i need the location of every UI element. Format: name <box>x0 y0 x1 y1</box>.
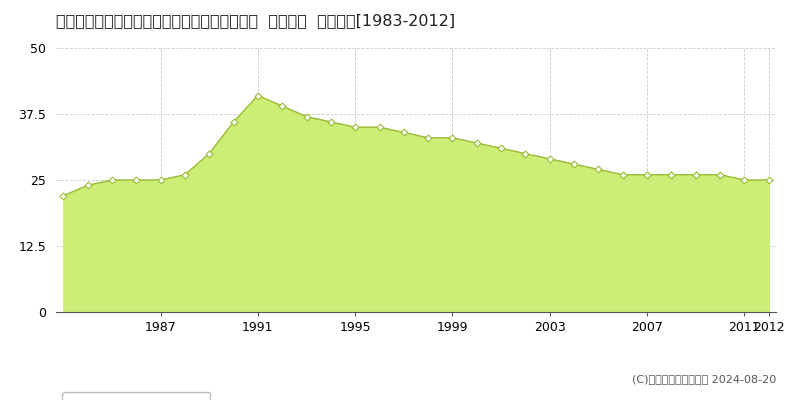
Legend: 地価公示 平均坪単価(万円/坪): 地価公示 平均坪単価(万円/坪) <box>62 392 210 400</box>
Text: (C)土地価格ドットコム 2024-08-20: (C)土地価格ドットコム 2024-08-20 <box>632 374 776 384</box>
Text: 愛知県海部郡蟹江町大字蟹江新田字百保２番８  地価公示  地価推移[1983-2012]: 愛知県海部郡蟹江町大字蟹江新田字百保２番８ 地価公示 地価推移[1983-201… <box>56 13 455 28</box>
